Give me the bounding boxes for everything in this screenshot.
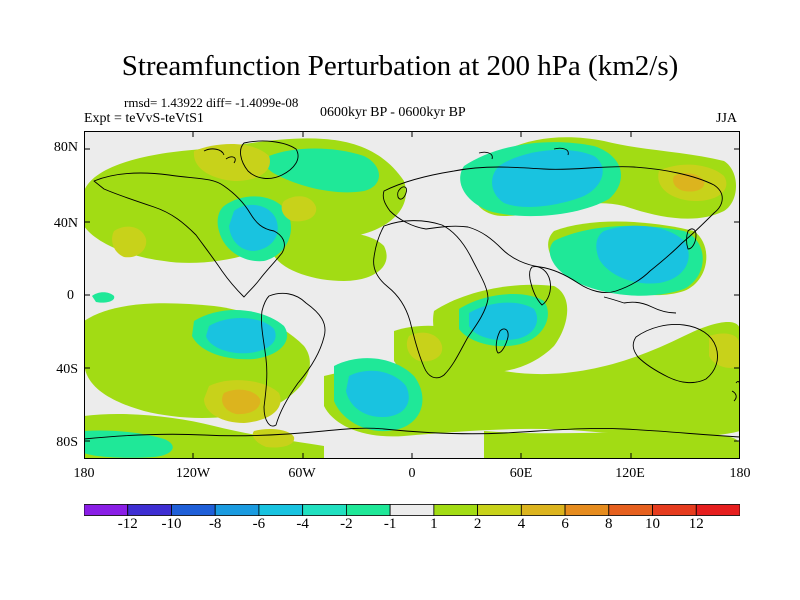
colorbar-box xyxy=(84,504,129,516)
lon-label-60w: 60W xyxy=(288,466,316,481)
contour-cyan-south-atlantic xyxy=(346,370,409,418)
stats-text: rmsd= 1.43922 diff= -1.4099e-08 xyxy=(124,95,299,110)
colorbar-box xyxy=(608,504,653,516)
contour-green-far-south xyxy=(484,431,740,459)
colorbar-label: -12 xyxy=(117,516,138,532)
contour-cyan-north-america xyxy=(229,204,278,251)
colorbar-box xyxy=(127,504,172,516)
colorbar-boxes xyxy=(84,504,740,516)
contour-cyan-indian xyxy=(469,302,538,341)
colorbar-box xyxy=(477,504,522,516)
colorbar-label: 8 xyxy=(605,516,613,532)
colorbar-label: 12 xyxy=(688,516,704,532)
colorbar-box xyxy=(214,504,260,516)
lat-label-40n: 40N xyxy=(53,216,78,231)
colorbar-box xyxy=(302,504,347,516)
season-label: JJA xyxy=(716,111,738,126)
contour-cyan-siberia xyxy=(492,149,603,207)
coastline-indonesia xyxy=(603,296,677,314)
contour-green-southern-band xyxy=(324,321,740,437)
colorbar-label: 4 xyxy=(517,516,526,532)
colorbar-label: 1 xyxy=(430,516,438,532)
lon-label-60e: 60E xyxy=(509,466,533,481)
coastline-india xyxy=(529,266,551,306)
coastline-africa xyxy=(373,220,489,379)
colorbar-box xyxy=(520,504,566,516)
coastline-group xyxy=(84,140,740,440)
contour-gold-south-pacific xyxy=(222,389,261,415)
coastline-australia xyxy=(632,324,718,384)
coastline-greenland xyxy=(240,140,299,179)
contour-fill-group xyxy=(84,137,740,459)
lon-label-180w: 180 xyxy=(73,466,95,481)
contour-cyan-west-pacific xyxy=(596,225,689,284)
contour-olive-north-pacific xyxy=(112,226,147,258)
contour-green-atlantic xyxy=(274,232,387,281)
lat-label-80s: 80S xyxy=(56,435,78,450)
colorbar-label: 2 xyxy=(473,516,482,532)
contour-olive-far-south xyxy=(252,429,295,448)
lon-label-180e: 180 xyxy=(729,466,751,481)
axis-ticks xyxy=(84,131,740,459)
experiment-label: Expt = teVvS-teVtS1 xyxy=(84,111,204,126)
coastline-eurasia xyxy=(382,166,723,294)
coastline-antarctica xyxy=(84,427,740,440)
colorbar-label: 10 xyxy=(645,516,661,532)
colorbar-label: -10 xyxy=(161,516,182,532)
period-label: 0600kyr BP - 0600kyr BP xyxy=(320,105,466,120)
contour-olive-greenland xyxy=(193,144,270,181)
colorbar-box xyxy=(258,504,304,516)
colorbar-label: -8 xyxy=(208,516,222,532)
colorbar-box xyxy=(433,504,478,516)
colorbar-label: -2 xyxy=(340,516,353,532)
coastline-south-america xyxy=(261,292,326,427)
lat-label-40s: 40S xyxy=(56,362,78,377)
colorbar-box xyxy=(695,504,740,516)
colorbar-box xyxy=(564,504,610,516)
plot-title: Streamfunction Perturbation at 200 hPa (… xyxy=(121,50,679,82)
contour-olive-australia-east xyxy=(709,333,740,368)
colorbar-label: -4 xyxy=(296,516,309,532)
colorbar-box xyxy=(389,504,435,516)
streamfunction-map xyxy=(84,131,740,459)
colorbar-box xyxy=(171,504,216,516)
lon-label-120e: 120E xyxy=(615,466,645,481)
contour-mint-tropical-east-pacific xyxy=(92,292,115,303)
lon-label-120w: 120W xyxy=(175,466,211,481)
colorbar-box xyxy=(652,504,697,516)
lat-label-80n: 80N xyxy=(53,140,78,155)
colorbar-label: -1 xyxy=(383,516,397,532)
colorbar-box xyxy=(345,504,391,516)
coastline-japan xyxy=(686,228,697,250)
coastline-north-america xyxy=(93,172,285,298)
contour-olive-north-atlantic xyxy=(281,196,317,222)
colorbar-label: -6 xyxy=(252,516,266,532)
coastline-madagascar xyxy=(495,328,509,354)
colorbar-label: 6 xyxy=(561,516,569,532)
coastline-uk xyxy=(397,186,407,200)
lat-label-0: 0 xyxy=(67,288,74,303)
colorbar xyxy=(84,504,740,516)
contour-olive-africa xyxy=(406,332,443,362)
contour-cyan-east-pacific xyxy=(206,318,276,354)
coastline-arctic-islands xyxy=(203,147,569,164)
contour-mint-north-atlantic xyxy=(265,148,379,193)
lon-label-0: 0 xyxy=(408,466,416,481)
